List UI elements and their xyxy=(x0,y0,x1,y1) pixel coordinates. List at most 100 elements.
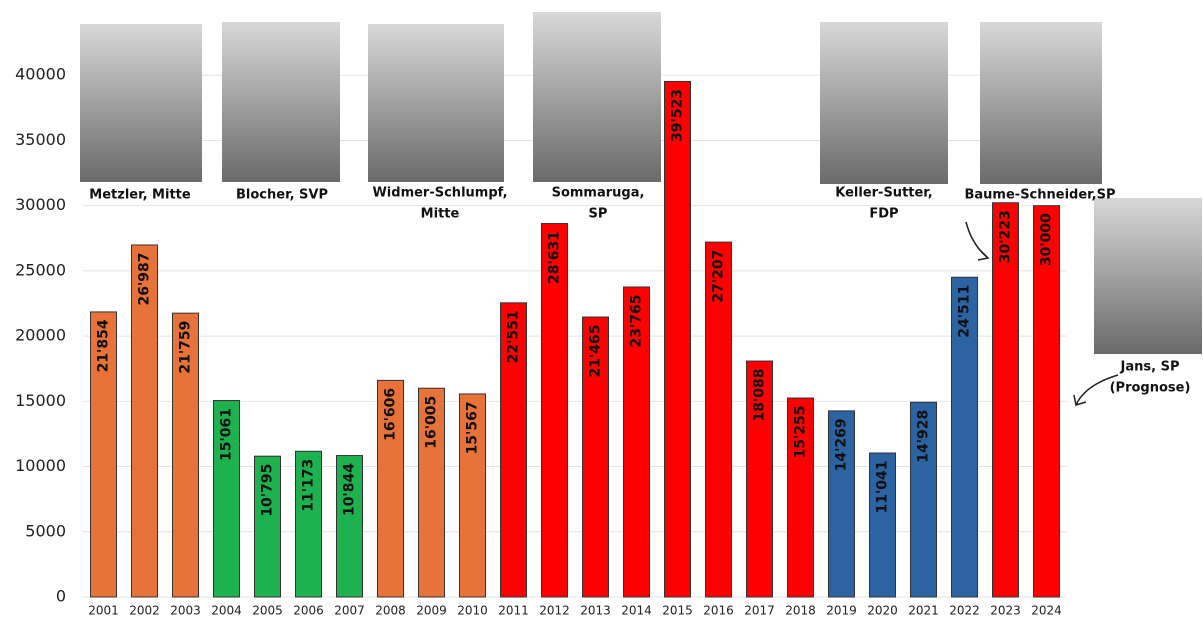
arrows xyxy=(965,221,1119,406)
annotation: FDP xyxy=(869,207,898,222)
annotation: Sommaruga, xyxy=(552,186,645,201)
bar xyxy=(336,455,363,598)
value-label: 15'567 xyxy=(465,401,481,454)
value-label: 15'061 xyxy=(219,408,235,461)
x-tick-label: 2009 xyxy=(416,604,447,618)
bar xyxy=(172,312,199,598)
annotation: Keller-Sutter, xyxy=(835,186,933,201)
photo xyxy=(222,22,340,182)
bar xyxy=(705,241,732,598)
y-tick-label: 35000 xyxy=(15,130,66,149)
value-label: 21'465 xyxy=(588,325,604,378)
value-label: 26'987 xyxy=(137,252,153,305)
photo xyxy=(980,22,1102,184)
photos xyxy=(80,12,1202,354)
bar xyxy=(500,302,527,598)
x-tick-label: 2003 xyxy=(170,604,201,618)
value-label: 21'759 xyxy=(178,321,194,374)
bar xyxy=(254,455,281,598)
value-label: 27'207 xyxy=(711,250,727,303)
bar xyxy=(951,276,978,598)
photo xyxy=(533,12,661,182)
value-label: 39'523 xyxy=(670,89,686,142)
photo xyxy=(1094,198,1202,354)
x-tick-label: 2011 xyxy=(498,604,529,618)
x-tick-label: 2005 xyxy=(252,604,283,618)
x-tick-label: 2017 xyxy=(744,604,775,618)
x-tick-label: 2006 xyxy=(293,604,324,618)
bar xyxy=(1033,205,1060,598)
x-tick-label: 2018 xyxy=(785,604,816,618)
photo xyxy=(368,24,504,182)
x-tick-label: 2019 xyxy=(826,604,857,618)
x-tick-label: 2007 xyxy=(334,604,365,618)
value-label: 10'844 xyxy=(342,463,358,516)
value-label: 18'088 xyxy=(752,369,768,422)
x-tick-label: 2012 xyxy=(539,604,570,618)
bar xyxy=(828,410,855,598)
x-tick-label: 2020 xyxy=(867,604,898,618)
y-tick-label: 0 xyxy=(56,587,66,606)
bar xyxy=(90,311,117,598)
x-tick-label: 2024 xyxy=(1031,604,1062,618)
annotation: Blocher, SVP xyxy=(236,188,328,203)
y-tick-label: 40000 xyxy=(15,65,66,84)
bar xyxy=(213,400,240,598)
bar xyxy=(746,360,773,598)
value-label: 11'041 xyxy=(875,460,891,513)
bar xyxy=(131,244,158,598)
value-label: 16'606 xyxy=(383,388,399,441)
annotation: Baume-Schneider,SP xyxy=(965,188,1116,203)
bar xyxy=(992,202,1019,598)
value-label: 14'269 xyxy=(834,418,850,471)
y-tick-label: 25000 xyxy=(15,260,66,279)
x-tick-label: 2008 xyxy=(375,604,406,618)
annotation: (Prognose) xyxy=(1110,381,1191,396)
y-tick-label: 10000 xyxy=(15,456,66,475)
x-tick-label: 2002 xyxy=(129,604,160,618)
bar xyxy=(295,450,322,598)
value-label: 30'223 xyxy=(998,210,1014,263)
y-tick-label: 30000 xyxy=(15,195,66,214)
x-tick-label: 2010 xyxy=(457,604,488,618)
value-label: 14'928 xyxy=(916,410,932,463)
y-tick-label: 15000 xyxy=(15,391,66,410)
bar xyxy=(623,286,650,598)
value-label: 28'631 xyxy=(547,231,563,284)
bar xyxy=(418,387,445,598)
bar xyxy=(377,379,404,598)
arrow xyxy=(965,221,990,261)
value-label: 21'854 xyxy=(96,319,112,372)
annotation: Jans, SP xyxy=(1120,360,1180,375)
value-label: 11'173 xyxy=(301,459,317,512)
x-tick-label: 2013 xyxy=(580,604,611,618)
bar xyxy=(869,452,896,598)
photo xyxy=(820,22,948,184)
annotation: SP xyxy=(589,207,608,222)
x-tick-label: 2016 xyxy=(703,604,734,618)
photo xyxy=(80,24,202,182)
x-tick-label: 2021 xyxy=(908,604,939,618)
bar xyxy=(664,80,691,598)
x-tick-label: 2022 xyxy=(949,604,980,618)
y-tick-label: 5000 xyxy=(25,521,66,540)
value-label: 15'255 xyxy=(793,406,809,459)
annotation: Metzler, Mitte xyxy=(89,188,191,203)
value-label: 16'005 xyxy=(424,396,440,449)
annotation: Widmer-Schlumpf, xyxy=(372,186,507,201)
x-tick-label: 2014 xyxy=(621,604,652,618)
x-tick-label: 2004 xyxy=(211,604,242,618)
bar xyxy=(787,397,814,598)
value-label: 24'511 xyxy=(957,285,973,338)
value-label: 23'765 xyxy=(629,294,645,347)
x-tick-label: 2023 xyxy=(990,604,1021,618)
value-label: 22'551 xyxy=(506,310,522,363)
value-label: 10'795 xyxy=(260,464,276,517)
bar xyxy=(459,393,486,598)
x-tick-label: 2015 xyxy=(662,604,693,618)
y-tick-label: 20000 xyxy=(15,326,66,345)
bar xyxy=(541,223,568,598)
x-tick-label: 2001 xyxy=(88,604,119,618)
value-label: 30'000 xyxy=(1039,213,1055,266)
